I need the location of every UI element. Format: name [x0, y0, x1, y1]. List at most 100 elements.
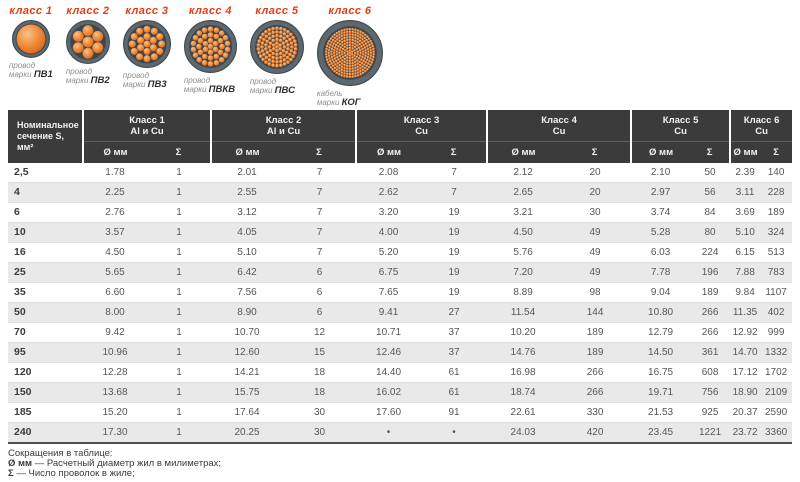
cell-value: 2.65 — [487, 182, 560, 203]
cell-nominal-section: 95 — [8, 342, 83, 363]
cell-value: 23.45 — [631, 422, 691, 444]
column-header-strand-count: Σ — [421, 141, 488, 163]
wire-mark: ПВ3 — [147, 79, 167, 90]
cell-value: 50 — [690, 163, 731, 183]
cell-value: 18 — [283, 362, 357, 383]
cell-nominal-section: 16 — [8, 242, 83, 263]
column-header-diameter: Ø мм — [630, 141, 691, 163]
caption-line2: марки ПВ1 — [9, 69, 53, 80]
caption-word: марки — [9, 70, 34, 79]
cell-value: 189 — [760, 202, 793, 223]
cell-value: 14.76 — [487, 342, 560, 363]
caption-word: марки — [65, 76, 91, 85]
wire-class-label: класс 5 — [255, 5, 299, 17]
caption-word: марки — [316, 98, 342, 107]
cell-value: 2.39 — [730, 163, 761, 183]
wire-circle — [183, 20, 237, 73]
wire-class-figure: класс 3 провод марки ПВ3 — [123, 5, 171, 89]
cell-value: 9.42 — [83, 322, 147, 343]
wire-class-figure: класс 4 провод марки ПВКВ — [184, 5, 237, 94]
cell-value: 402 — [760, 302, 793, 323]
table-row: 6 2.76 1 3.12 7 3.20 19 3.21 30 3.74 84 3.69 189 — [8, 202, 793, 223]
cell-value: 6.60 — [83, 282, 147, 303]
cell-value: 19 — [421, 222, 488, 243]
cell-value: 2.01 — [211, 163, 284, 183]
cell-value: 20 — [559, 182, 632, 203]
cell-value: 189 — [690, 282, 731, 303]
cell-value: 12.60 — [211, 342, 284, 363]
cell-value: 49 — [559, 222, 632, 243]
cell-value: 19 — [421, 202, 488, 223]
cell-value: 6 — [283, 302, 357, 323]
cell-value: 2.25 — [83, 182, 147, 203]
cell-value: 56 — [690, 182, 731, 203]
caption-line1: провод — [183, 76, 210, 85]
wire-mark: ПВ1 — [33, 69, 53, 80]
cell-value: 10.80 — [631, 302, 691, 323]
caption-word: марки — [183, 85, 209, 94]
cell-value: 20 — [559, 163, 632, 183]
cell-value: 330 — [559, 402, 632, 423]
cell-value: 20.37 — [730, 402, 761, 423]
cell-value: 15.75 — [211, 382, 284, 403]
cell-value: 2.12 — [487, 163, 560, 183]
cell-value: 16.02 — [356, 382, 422, 403]
cell-value: 49 — [559, 262, 632, 283]
cell-value: 7.78 — [631, 262, 691, 283]
caption-line1: провод — [9, 61, 36, 70]
cell-value: 17.30 — [83, 422, 147, 444]
caption-line1: кабель — [316, 89, 343, 98]
wire-caption: провод марки ПВ2 — [66, 67, 110, 85]
cell-value: 30 — [283, 402, 357, 423]
table-row: 150 13.68 1 15.75 18 16.02 61 18.74 266 19.71 756 1… — [8, 382, 793, 403]
cell-value: 22.61 — [487, 402, 560, 423]
cell-value: 11.54 — [487, 302, 560, 323]
wire-mark: ПВ2 — [90, 75, 110, 86]
cell-nominal-section: 25 — [8, 262, 83, 283]
cell-value: 12.79 — [631, 322, 691, 343]
column-group-header: Класс 5 Cu — [630, 110, 731, 142]
cell-value: 2.08 — [356, 163, 422, 183]
wire-caption: провод марки ПВ1 — [9, 61, 53, 79]
table-row: 95 10.96 1 12.60 15 12.46 37 14.76 189 14.50 361 14… — [8, 342, 793, 363]
cell-value: 4.05 — [211, 222, 284, 243]
cell-value: 420 — [559, 422, 632, 444]
wire-class-label: класс 2 — [66, 5, 110, 17]
wire-circle — [316, 19, 383, 87]
note-text: — Число проволок в жиле; — [13, 468, 135, 479]
wire-cross-section-icon — [249, 20, 304, 74]
cell-nominal-section: 4 — [8, 182, 83, 203]
cell-value: 10.96 — [83, 342, 147, 363]
cell-value: 6.15 — [730, 242, 761, 263]
cell-value: 361 — [690, 342, 731, 363]
cell-value: 1 — [147, 242, 212, 263]
cell-value: 80 — [690, 222, 731, 243]
cell-value: 7.88 — [730, 262, 761, 283]
cell-value: 5.65 — [83, 262, 147, 283]
cell-value: 17.60 — [356, 402, 422, 423]
table-row: 50 8.00 1 8.90 6 9.41 27 11.54 144 10.80 266 11.35 4… — [8, 302, 793, 323]
cell-value: 10.71 — [356, 322, 422, 343]
cell-value: 783 — [760, 262, 793, 283]
cell-value: 17.12 — [730, 362, 761, 383]
column-header-diameter: Ø мм — [355, 141, 422, 163]
cell-value: 14.50 — [631, 342, 691, 363]
wire-class-figure: класс 6 кабель марки КОГ — [316, 5, 383, 107]
caption-line2: марки ПВ2 — [65, 75, 110, 86]
column-header-nominal-section: Номинальное сечение S, мм² — [8, 110, 83, 163]
cell-value: 7 — [283, 222, 357, 243]
cell-value: 6.03 — [631, 242, 691, 263]
cell-nominal-section: 120 — [8, 362, 83, 383]
spec-table: Номинальное сечение S, мм² Класс 1 Al и Cu К… — [8, 110, 793, 444]
cell-value: 5.10 — [730, 222, 761, 243]
cell-value: 756 — [690, 382, 731, 403]
cell-value: 925 — [690, 402, 731, 423]
header-sub-row: Ø мм Σ Ø мм Σ Ø мм Σ Ø мм Σ Ø мм Σ Ø мм Σ — [8, 141, 793, 163]
cell-value: 23.72 — [730, 422, 761, 444]
cell-value: 1702 — [760, 362, 793, 383]
cell-nominal-section: 150 — [8, 382, 83, 403]
column-header-strand-count: Σ — [559, 141, 632, 163]
cell-value: 6.75 — [356, 262, 422, 283]
cell-value: 24.03 — [487, 422, 560, 444]
